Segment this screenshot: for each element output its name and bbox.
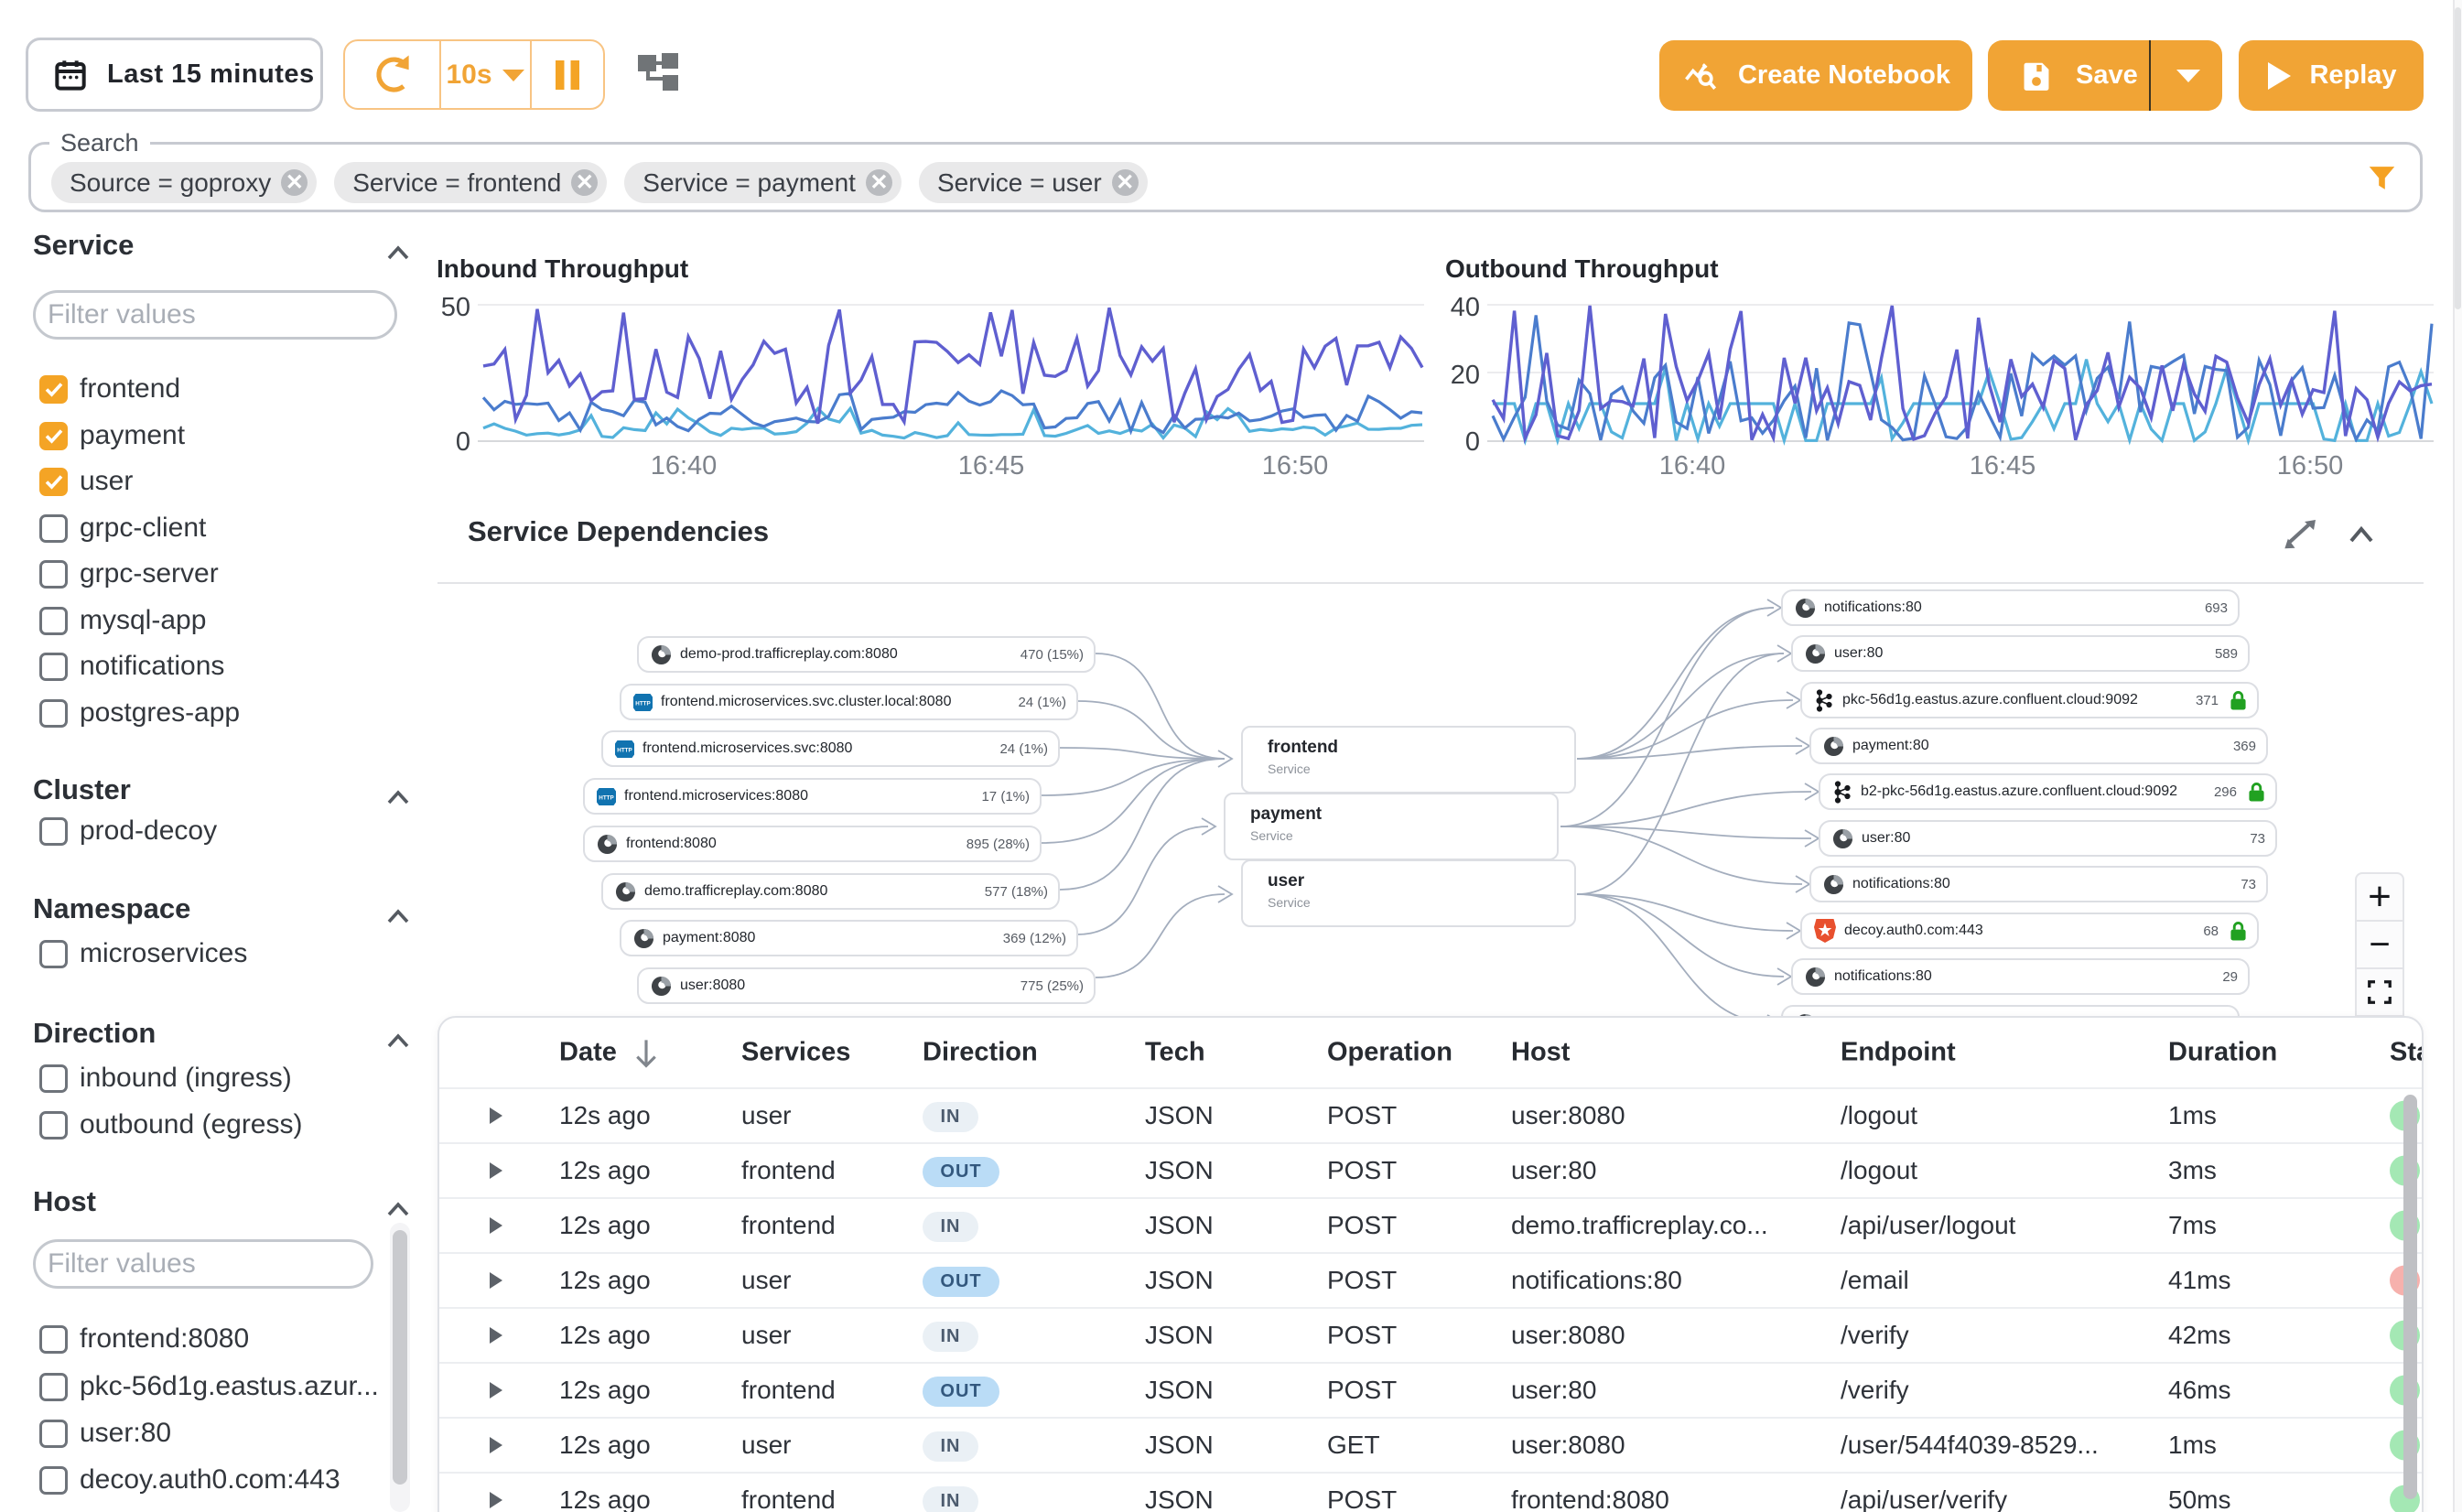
svg-text:0: 0 [1465, 427, 1480, 457]
svg-text:16:40: 16:40 [1659, 451, 1726, 481]
svg-text:16:50: 16:50 [1262, 451, 1329, 481]
svg-text:0: 0 [456, 427, 470, 457]
svg-text:HTTP: HTTP [617, 747, 632, 753]
svg-text:20: 20 [1451, 361, 1480, 390]
svg-text:16:40: 16:40 [651, 451, 718, 481]
svg-text:16:45: 16:45 [1970, 451, 2036, 481]
svg-text:40: 40 [1451, 293, 1480, 322]
svg-text:50: 50 [441, 293, 470, 322]
svg-text:HTTP: HTTP [599, 794, 613, 801]
svg-text:16:45: 16:45 [958, 451, 1025, 481]
svg-text:HTTP: HTTP [635, 700, 650, 707]
svg-text:16:50: 16:50 [2277, 451, 2344, 481]
